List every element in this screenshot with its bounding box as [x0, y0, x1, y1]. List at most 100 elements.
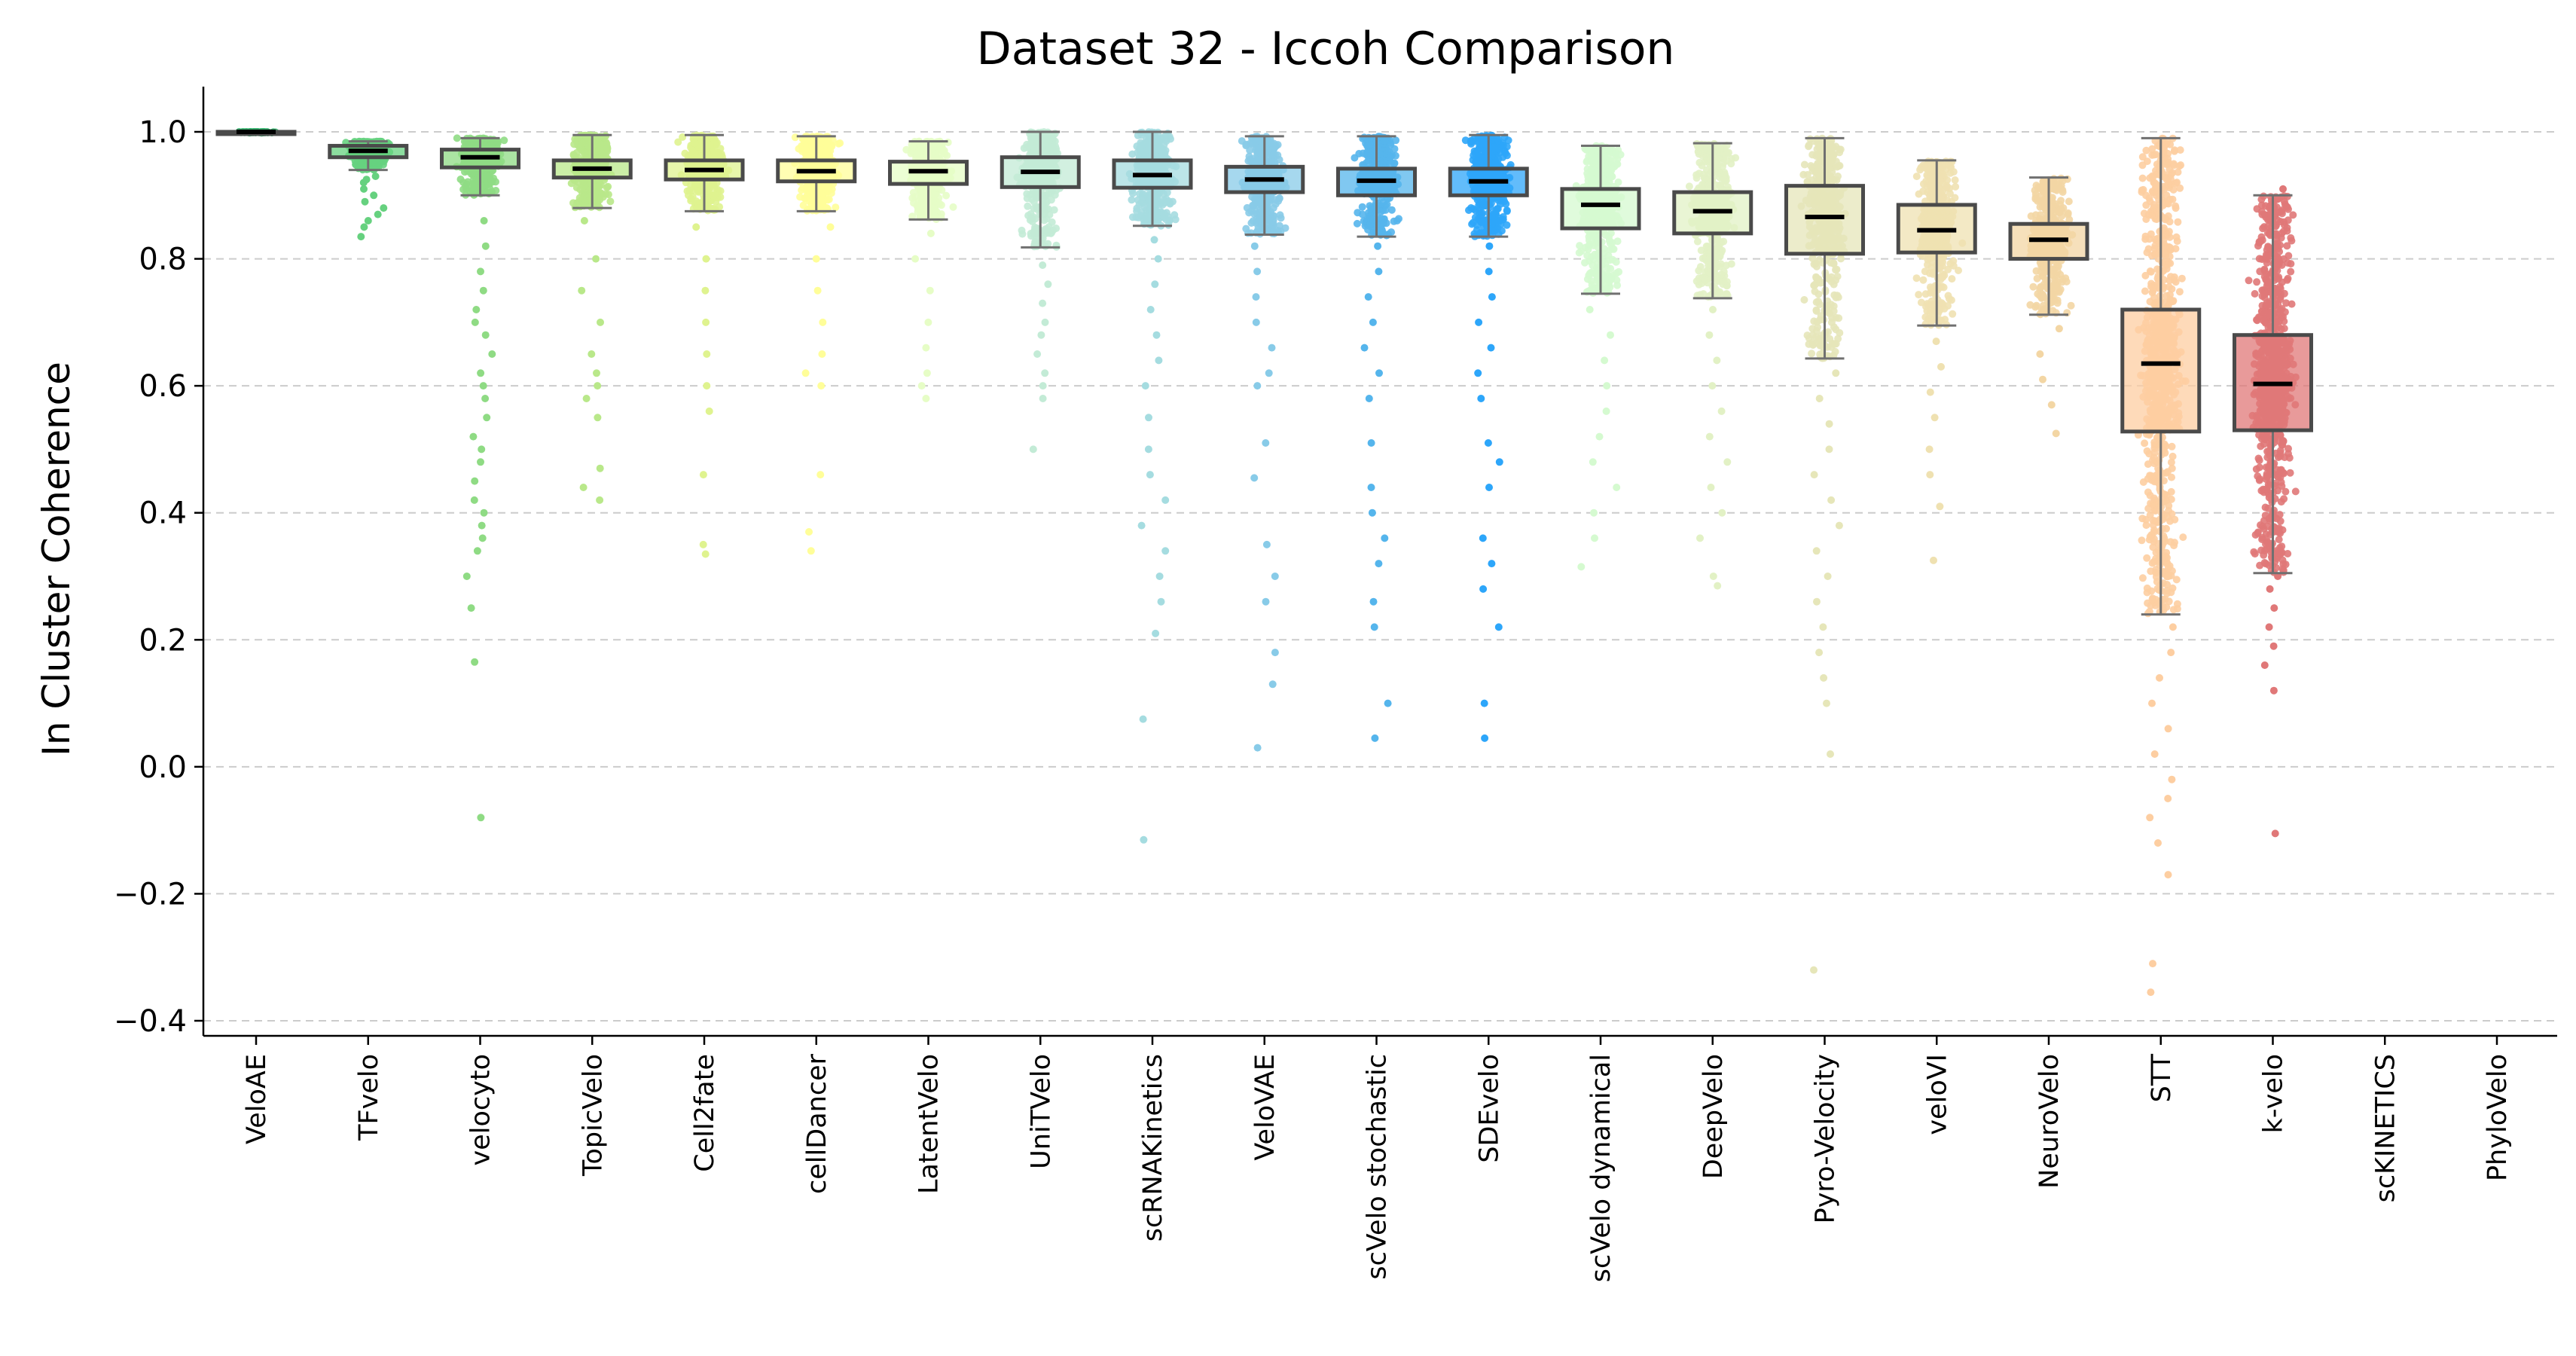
data-point [813, 136, 822, 144]
outlier-point [360, 185, 368, 193]
outlier-point [818, 350, 826, 358]
outlier-point [701, 286, 710, 295]
data-point [716, 203, 724, 211]
outlier-point [1250, 474, 1259, 482]
outlier-point [579, 484, 588, 491]
data-point [1392, 136, 1400, 145]
outlier-point [578, 286, 586, 295]
data-point [1024, 202, 1032, 210]
outlier-point [1250, 242, 1259, 250]
data-point [694, 204, 703, 212]
data-point [1256, 156, 1264, 163]
outlier-point [801, 369, 810, 377]
data-point [500, 136, 508, 145]
outlier-point [1154, 255, 1162, 263]
data-point [679, 133, 687, 141]
outlier-point [481, 242, 490, 250]
data-point [710, 181, 718, 189]
outlier-point [807, 547, 815, 555]
outlier-point [1253, 744, 1262, 752]
outlier-point [1150, 236, 1158, 244]
outlier-point [470, 496, 478, 504]
data-point [1048, 218, 1056, 226]
outlier-point [462, 573, 471, 580]
outlier-point [924, 318, 932, 326]
outlier-point [1145, 414, 1152, 422]
data-point [602, 152, 610, 160]
data-point [1030, 228, 1039, 237]
y-axis-label: In Cluster Coherence [35, 362, 78, 756]
outlier-point [1265, 369, 1273, 377]
outlier-point [1039, 261, 1047, 269]
outlier-point [1146, 471, 1154, 479]
outlier-point [1151, 280, 1159, 289]
outlier-point [471, 658, 479, 666]
outlier-point [473, 547, 481, 555]
outlier-point [1041, 318, 1049, 326]
data-point [1267, 139, 1275, 147]
outlier-point [483, 414, 491, 422]
outlier-point [703, 382, 711, 390]
data-point [1271, 151, 1279, 159]
data-point [1249, 201, 1257, 209]
data-point [807, 136, 815, 144]
outlier-point [817, 382, 826, 390]
data-point [930, 212, 939, 220]
data-point [910, 199, 917, 207]
data-point [823, 139, 831, 148]
data-point [688, 146, 697, 154]
outlier-point [588, 350, 596, 358]
data-point [1165, 197, 1174, 206]
outlier-point [805, 528, 813, 536]
data-point [1265, 215, 1273, 224]
outlier-point [816, 471, 825, 479]
outlier-point [467, 604, 475, 612]
data-point [1171, 215, 1180, 224]
data-point [1152, 207, 1161, 215]
data-point [1027, 214, 1036, 222]
outlier-point [1252, 293, 1260, 301]
data-point [1269, 204, 1277, 212]
outlier-point [1146, 306, 1155, 313]
outlier-point [479, 286, 487, 295]
outlier-point [1155, 356, 1163, 365]
data-point [1259, 150, 1268, 158]
outlier-point [1039, 299, 1047, 307]
data-point [688, 192, 697, 200]
outlier-point [477, 369, 485, 377]
outlier-point [926, 229, 935, 237]
outlier-point [1268, 680, 1277, 689]
data-point [1046, 131, 1055, 139]
data-point [481, 171, 490, 179]
data-point [694, 187, 702, 195]
outlier-point [471, 477, 479, 485]
data-point [823, 196, 832, 204]
outlier-point [1137, 521, 1146, 530]
outlier-point [477, 458, 484, 466]
outlier-point [593, 369, 600, 377]
outlier-point [1262, 540, 1271, 548]
outlier-point [1033, 350, 1042, 358]
data-point [1154, 134, 1161, 142]
data-point [1153, 192, 1161, 200]
data-point [716, 187, 725, 195]
outlier-point [1152, 629, 1160, 637]
outlier-point [371, 173, 380, 180]
data-point [1154, 145, 1162, 154]
data-point [369, 157, 377, 166]
data-point [832, 203, 840, 212]
outlier-point [923, 369, 931, 377]
outlier-point [1037, 331, 1045, 339]
data-point [1024, 142, 1033, 151]
outlier-point [699, 471, 707, 479]
data-point [487, 142, 495, 150]
outlier-point [596, 496, 604, 504]
outlier-point [826, 223, 835, 231]
data-point [674, 138, 682, 146]
data-point [1050, 206, 1058, 214]
outlier-point [922, 344, 930, 352]
outlier-point [364, 217, 372, 224]
data-point [801, 145, 810, 154]
outlier-point [926, 286, 934, 295]
